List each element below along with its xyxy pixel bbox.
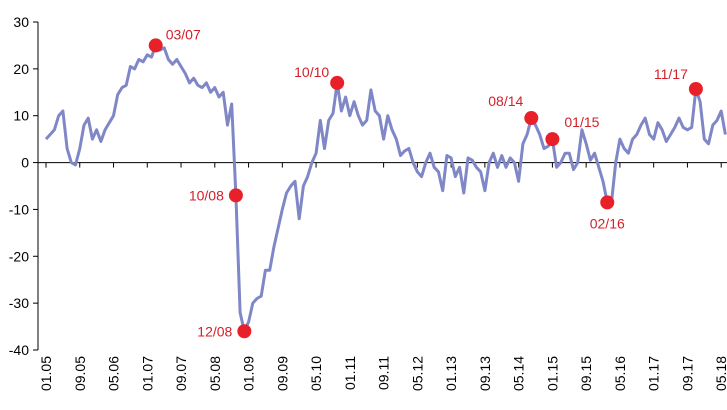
x-tick-label: 09.05 <box>72 356 88 391</box>
y-tick-label: 30 <box>13 14 29 30</box>
y-tick-label: -20 <box>9 248 29 264</box>
annotation: 11/17 <box>654 66 688 82</box>
x-tick-label: 01.09 <box>241 356 257 391</box>
highlight-point <box>524 111 539 126</box>
x-tick-label: 01.17 <box>646 356 662 391</box>
annotation: 03/07 <box>166 26 201 42</box>
line-series <box>44 43 727 333</box>
x-tick-label: 09.17 <box>679 356 695 391</box>
annotation: 10/08 <box>189 187 224 203</box>
x-tick-label: 09.15 <box>578 356 594 391</box>
highlight-point <box>600 195 615 210</box>
highlight-point <box>688 82 703 97</box>
annotation: 10/10 <box>294 64 329 80</box>
x-tick-label: 01.13 <box>443 356 459 391</box>
highlight-point <box>148 38 163 53</box>
highlight-point <box>237 324 252 339</box>
y-tick-label: -40 <box>9 342 29 358</box>
y-tick-label: -30 <box>9 295 29 311</box>
x-tick-label: 09.13 <box>477 356 493 391</box>
x-tick-label: 01.05 <box>38 356 54 391</box>
y-tick-label: 0 <box>21 155 29 171</box>
x-tick-label: 09.07 <box>173 356 189 391</box>
x-tick-label: 01.11 <box>342 356 358 390</box>
x-tick-label: 09.09 <box>274 356 290 391</box>
annotation: 08/14 <box>488 93 523 109</box>
annotation: 02/16 <box>590 215 625 231</box>
highlight-point <box>228 188 243 203</box>
y-tick-label: -10 <box>9 201 29 217</box>
highlight-point <box>330 75 345 90</box>
y-tick-label: 10 <box>13 108 29 124</box>
x-tick-label: 05.08 <box>207 356 223 391</box>
annotation: 12/08 <box>197 323 232 339</box>
x-tick-label: 05.06 <box>106 356 122 391</box>
x-tick-label: 01.07 <box>139 356 155 391</box>
x-tick-label: 01.15 <box>544 356 560 391</box>
x-tick-label: 05.18 <box>713 356 727 391</box>
highlight-point <box>545 132 560 147</box>
x-tick-label: 05.10 <box>308 356 324 391</box>
x-tick-label: 05.14 <box>511 356 527 391</box>
x-tick-label: 05.16 <box>612 356 628 391</box>
x-tick-label: 05.12 <box>409 356 425 391</box>
x-tick-label: 09.11 <box>376 356 392 390</box>
annotation: 01/15 <box>564 114 599 130</box>
y-tick-label: 20 <box>13 61 29 77</box>
